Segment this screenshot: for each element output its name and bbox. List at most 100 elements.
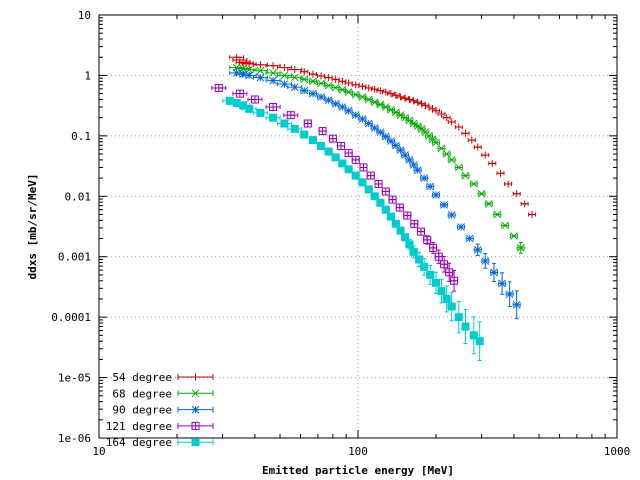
data-point — [477, 189, 486, 198]
data-point — [454, 300, 463, 334]
data-point — [252, 108, 268, 117]
data-point — [450, 269, 459, 292]
data-point — [405, 156, 414, 164]
data-point — [403, 211, 412, 220]
y-tick-label: 1e-05 — [58, 372, 91, 385]
data-point — [308, 136, 317, 145]
data-point — [328, 134, 337, 143]
data-point — [512, 290, 521, 320]
data-point — [265, 76, 281, 85]
x-tick-label: 1000 — [604, 445, 631, 458]
data-point — [396, 93, 405, 101]
data-point — [308, 77, 317, 86]
data-point — [359, 163, 368, 172]
data-point — [429, 241, 438, 254]
data-point — [370, 124, 379, 132]
data-point — [405, 116, 414, 125]
data-point — [467, 136, 476, 144]
data-point — [344, 149, 353, 158]
data-point — [265, 113, 281, 122]
legend-label: 54 degree — [112, 371, 172, 384]
data-point — [331, 153, 340, 162]
data-point — [416, 227, 425, 236]
data-point — [317, 141, 326, 150]
data-point — [300, 130, 309, 139]
data-point — [440, 201, 449, 209]
data-point — [370, 192, 379, 201]
data-point — [386, 90, 395, 98]
data-point — [381, 132, 390, 141]
data-point — [454, 163, 463, 172]
data-point — [366, 171, 375, 180]
data-point — [413, 166, 422, 175]
data-point — [303, 119, 312, 128]
data-point — [528, 210, 537, 218]
data-point — [454, 123, 463, 131]
data-point — [376, 198, 385, 207]
legend-item: 164 degree — [106, 436, 214, 449]
data-point — [496, 169, 505, 177]
data-point — [358, 178, 367, 187]
data-point — [324, 147, 333, 156]
data-point — [344, 88, 353, 96]
x-tick-label: 10 — [92, 445, 105, 458]
series-54-degree — [229, 53, 537, 218]
data-point — [447, 156, 456, 164]
data-point — [241, 60, 257, 68]
data-point — [457, 223, 466, 231]
data-point — [364, 185, 373, 194]
legend-label: 68 degree — [112, 387, 172, 400]
data-point — [211, 83, 227, 92]
data-point — [308, 70, 317, 78]
data-point — [358, 115, 367, 123]
data-point — [401, 233, 410, 242]
data-point — [426, 264, 435, 285]
data-point — [391, 91, 400, 99]
legend-item: 90 degree — [112, 404, 214, 417]
data-point — [493, 210, 502, 219]
data-point — [287, 66, 303, 74]
data-point — [232, 89, 248, 98]
y-tick-label: 0.0001 — [51, 311, 91, 324]
data-point — [344, 106, 353, 115]
data-point — [442, 285, 451, 313]
data-point — [351, 171, 360, 180]
data-point — [504, 180, 513, 188]
data-point — [434, 249, 443, 264]
data-point — [520, 200, 529, 208]
data-point — [324, 81, 333, 90]
data-point — [351, 111, 360, 120]
data-point — [276, 80, 292, 88]
data-point — [461, 129, 470, 137]
data-point — [252, 66, 268, 75]
data-point — [317, 79, 326, 88]
data-point — [317, 72, 326, 80]
data-point — [381, 88, 390, 96]
data-point — [447, 118, 456, 126]
data-point — [331, 83, 340, 92]
plot-frame — [98, 14, 618, 439]
data-point — [461, 171, 470, 180]
data-point — [447, 291, 456, 322]
data-point — [344, 165, 353, 174]
data-point — [401, 151, 410, 159]
data-point — [410, 219, 419, 228]
x-axis-title: Emitted particle energy [MeV] — [262, 464, 454, 477]
legend-label: 164 degree — [106, 436, 172, 449]
data-point — [388, 195, 397, 204]
legend-label: 121 degree — [106, 420, 172, 433]
data-point — [287, 73, 303, 82]
data-point — [442, 114, 451, 122]
data-point — [475, 321, 484, 361]
data-point — [265, 62, 281, 70]
data-point — [431, 107, 440, 115]
data-point — [381, 103, 390, 111]
data-point — [461, 308, 470, 345]
data-point — [437, 110, 446, 118]
data-point — [287, 124, 303, 133]
data-point — [473, 243, 482, 257]
data-point — [308, 89, 317, 98]
data-point — [317, 93, 326, 101]
data-point — [386, 212, 395, 221]
